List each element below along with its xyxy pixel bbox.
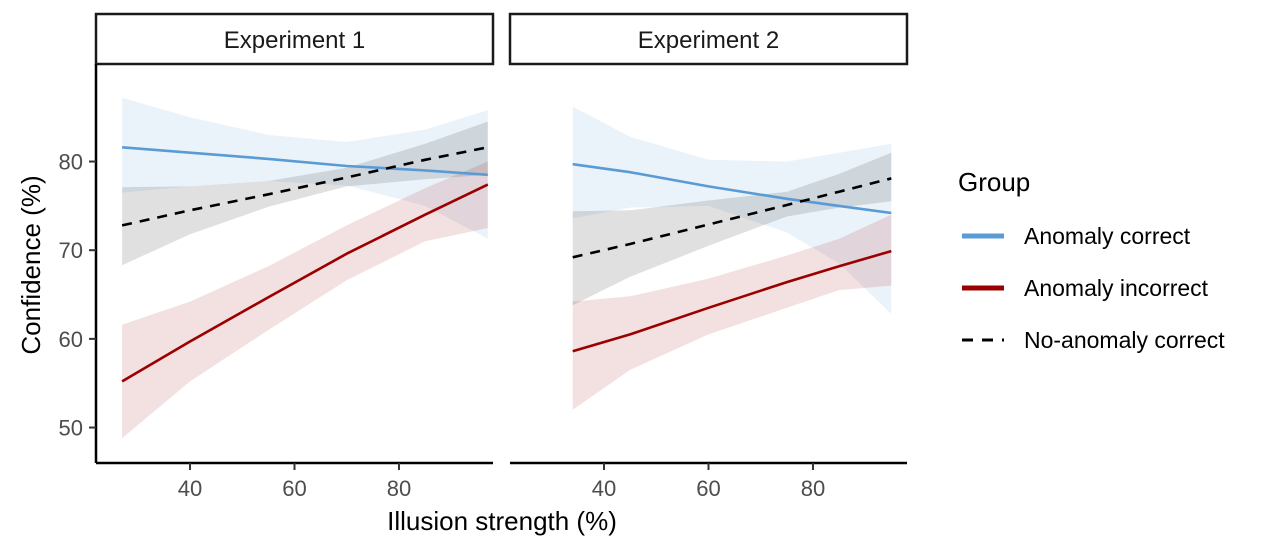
- line-anomaly-correct: [121, 146, 488, 177]
- y-tick-label: 70: [59, 238, 83, 263]
- panel-strip: [94, 12, 495, 66]
- panel-2: Experiment 2 40 60 80: [508, 12, 909, 501]
- panel-strip: [508, 12, 909, 66]
- band-anomaly-incorrect: [122, 161, 488, 439]
- legend: Group Anomaly correct Anomaly incorrect No…: [958, 167, 1225, 353]
- axis-titles: Illusion strength (%) Confidence (%): [16, 175, 617, 536]
- legend-label: Anomaly correct: [1024, 223, 1191, 249]
- y-axis-title: Confidence (%): [16, 175, 46, 354]
- x-axis-title: Illusion strength (%): [387, 506, 617, 536]
- panel-title: Experiment 2: [638, 27, 779, 54]
- x-tick-label: 40: [178, 476, 202, 501]
- line-anomaly-incorrect: [572, 249, 892, 353]
- band-no-anomaly-correct: [122, 121, 488, 266]
- y-tick-label: 80: [59, 150, 83, 175]
- x-tick-label: 60: [282, 476, 306, 501]
- x-tick-label: 80: [387, 476, 411, 501]
- y-tick-label: 60: [59, 327, 83, 352]
- line-no-anomaly-correct: [121, 146, 489, 227]
- legend-item-anomaly-correct: Anomaly correct: [962, 223, 1191, 249]
- legend-label: Anomaly incorrect: [1024, 275, 1209, 301]
- panel-title: Experiment 1: [224, 27, 365, 54]
- line-no-anomaly-correct: [572, 177, 892, 259]
- x-tick-label: 80: [801, 476, 825, 501]
- x-tick-label: 40: [592, 476, 616, 501]
- legend-label: No-anomaly correct: [1024, 327, 1225, 353]
- legend-item-no-anomaly-correct: No-anomaly correct: [962, 327, 1225, 353]
- line-anomaly-correct: [572, 162, 892, 215]
- band-anomaly-correct: [122, 97, 488, 239]
- panel-1: Experiment 1 40 60 80 50 60 70 80: [59, 12, 495, 501]
- x-tick-label: 60: [696, 476, 720, 501]
- legend-item-anomaly-incorrect: Anomaly incorrect: [962, 275, 1209, 301]
- y-tick-label: 50: [59, 416, 83, 441]
- band-anomaly-incorrect: [572, 214, 892, 410]
- band-anomaly-correct: [572, 106, 892, 314]
- panels-layer: Experiment 1 40 60 80 50 60 70 80 Experiment 2 40…: [59, 12, 909, 501]
- line-anomaly-incorrect: [121, 183, 489, 383]
- band-no-anomaly-correct: [572, 152, 892, 306]
- legend-title: Group: [958, 167, 1030, 197]
